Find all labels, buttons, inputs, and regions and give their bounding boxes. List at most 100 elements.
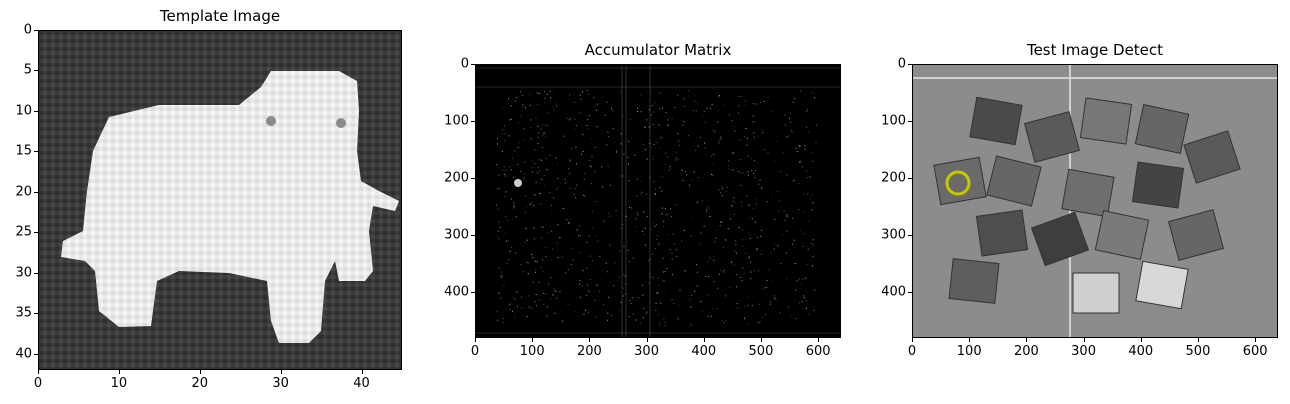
- accumulator-speck: [732, 152, 734, 154]
- accumulator-speck: [501, 132, 503, 134]
- accumulator-speck: [506, 263, 508, 264]
- accumulator-speck: [628, 316, 630, 318]
- accumulator-speck: [563, 135, 565, 137]
- accumulator-speck: [539, 192, 541, 194]
- accumulator-speck: [545, 124, 546, 126]
- y-tick-label: 10: [15, 103, 32, 119]
- accumulator-speck: [736, 273, 738, 275]
- accumulator-speck: [718, 140, 720, 142]
- accumulator-speck: [579, 235, 581, 236]
- accumulator-speck: [794, 246, 796, 248]
- accumulator-speck: [516, 96, 518, 98]
- accumulator-speck: [755, 103, 757, 105]
- accumulator-speck: [603, 304, 604, 306]
- accumulator-speck: [596, 126, 598, 128]
- accumulator-speck: [531, 254, 533, 255]
- accumulator-speck: [675, 204, 677, 206]
- accumulator-speck: [718, 95, 720, 96]
- accumulator-speck: [713, 259, 715, 261]
- accumulator-speck: [805, 307, 807, 309]
- accumulator-speck: [804, 145, 806, 147]
- accumulator-speck: [556, 242, 558, 244]
- accumulator-speck: [515, 216, 517, 218]
- accumulator-speck: [810, 152, 812, 154]
- accumulator-speck: [546, 315, 548, 317]
- accumulator-speck: [791, 131, 793, 133]
- accumulator-speck: [763, 101, 765, 102]
- accumulator-speck: [499, 226, 501, 228]
- accumulator-speck: [734, 126, 736, 127]
- accumulator-speck: [595, 234, 597, 236]
- accumulator-speck: [735, 243, 737, 245]
- accumulator-speck: [646, 215, 648, 217]
- accumulator-speck: [625, 275, 627, 277]
- accumulator-speck: [809, 176, 811, 178]
- accumulator-speck: [785, 252, 787, 254]
- accumulator-speck: [523, 271, 525, 273]
- accumulator-speck: [794, 263, 796, 264]
- accumulator-speck: [550, 97, 551, 99]
- accumulator-speck: [562, 320, 563, 322]
- accumulator-speck: [620, 301, 622, 303]
- accumulator-speck: [509, 309, 511, 311]
- accumulator-speck: [577, 113, 579, 115]
- accumulator-speck: [652, 277, 654, 278]
- accumulator-speck: [649, 258, 651, 260]
- x-tick: [118, 370, 120, 374]
- accumulator-speck: [761, 317, 763, 319]
- accumulator-speck: [811, 209, 813, 211]
- accumulator-speck: [812, 256, 814, 258]
- accumulator-speck: [692, 110, 694, 112]
- accumulator-speck: [640, 180, 642, 182]
- accumulator-speck: [678, 140, 680, 142]
- accumulator-speck: [667, 124, 669, 126]
- accumulator-speck: [681, 240, 683, 242]
- accumulator-speck: [532, 205, 534, 207]
- accumulator-speck: [761, 288, 763, 290]
- accumulator-speck: [534, 149, 536, 151]
- x-tick: [760, 338, 762, 342]
- accumulator-speck: [576, 229, 578, 231]
- accumulator-speck: [629, 300, 631, 302]
- accumulator-speck: [751, 218, 753, 220]
- accumulator-speck: [784, 114, 786, 116]
- accumulator-speck: [544, 91, 545, 93]
- accumulator-speck: [582, 90, 584, 92]
- accumulator-speck: [550, 298, 552, 300]
- accumulator-speck: [719, 136, 721, 138]
- accumulator-speck: [570, 263, 572, 265]
- accumulator-speck: [726, 187, 728, 188]
- accumulator-speck: [783, 210, 785, 212]
- accumulator-speck: [774, 219, 776, 220]
- y-tick-label: 300: [881, 227, 906, 243]
- accumulator-speck: [732, 169, 734, 171]
- accumulator-speck: [508, 135, 510, 137]
- accumulator-speck: [644, 227, 646, 229]
- template-image: [38, 30, 402, 370]
- accumulator-speck: [564, 179, 566, 181]
- panel-title-accumulator: Accumulator Matrix: [584, 41, 732, 59]
- accumulator-speck: [496, 311, 498, 313]
- accumulator-speck: [592, 260, 594, 262]
- accumulator-speck: [744, 317, 745, 319]
- accumulator-speck: [649, 176, 651, 178]
- accumulator-speck: [664, 164, 666, 165]
- accumulator-speck: [754, 198, 756, 200]
- accumulator-speck: [761, 131, 763, 133]
- accumulator-speck: [503, 166, 505, 168]
- accumulator-speck: [635, 218, 637, 220]
- accumulator-speck: [648, 260, 650, 262]
- accumulator-speck: [649, 109, 651, 111]
- accumulator-speck: [713, 154, 715, 156]
- accumulator-speck: [712, 129, 714, 131]
- accumulator-speck: [709, 257, 711, 259]
- accumulator-speck: [767, 152, 769, 154]
- accumulator-speck: [683, 229, 685, 231]
- accumulator-speck: [710, 315, 712, 317]
- accumulator-speck: [637, 111, 639, 112]
- y-tick: [471, 235, 475, 237]
- accumulator-speck: [555, 157, 557, 159]
- accumulator-speck: [581, 153, 582, 155]
- accumulator-speck: [581, 285, 583, 287]
